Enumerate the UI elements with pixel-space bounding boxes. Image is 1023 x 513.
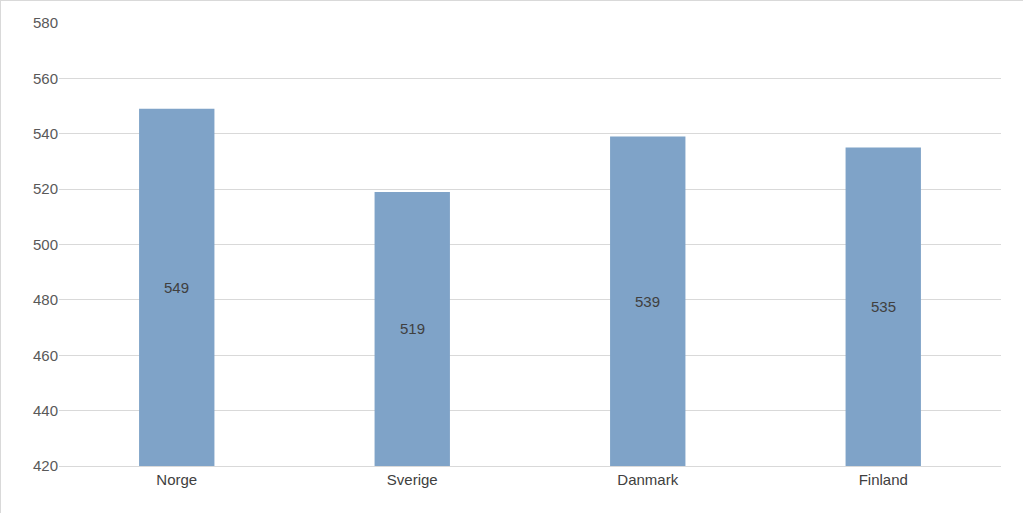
svg-text:Finland: Finland: [859, 471, 908, 488]
svg-text:500: 500: [33, 236, 58, 253]
svg-text:460: 460: [33, 347, 58, 364]
svg-text:549: 549: [164, 279, 189, 296]
svg-text:535: 535: [871, 298, 896, 315]
svg-text:560: 560: [33, 70, 58, 87]
svg-text:420: 420: [33, 457, 58, 474]
svg-text:580: 580: [33, 14, 58, 31]
svg-text:440: 440: [33, 402, 58, 419]
svg-text:Norge: Norge: [156, 471, 197, 488]
svg-text:539: 539: [635, 293, 660, 310]
svg-text:Danmark: Danmark: [617, 471, 678, 488]
svg-text:540: 540: [33, 125, 58, 142]
svg-text:519: 519: [400, 320, 425, 337]
svg-text:Sverige: Sverige: [387, 471, 438, 488]
svg-text:520: 520: [33, 180, 58, 197]
svg-text:480: 480: [33, 291, 58, 308]
